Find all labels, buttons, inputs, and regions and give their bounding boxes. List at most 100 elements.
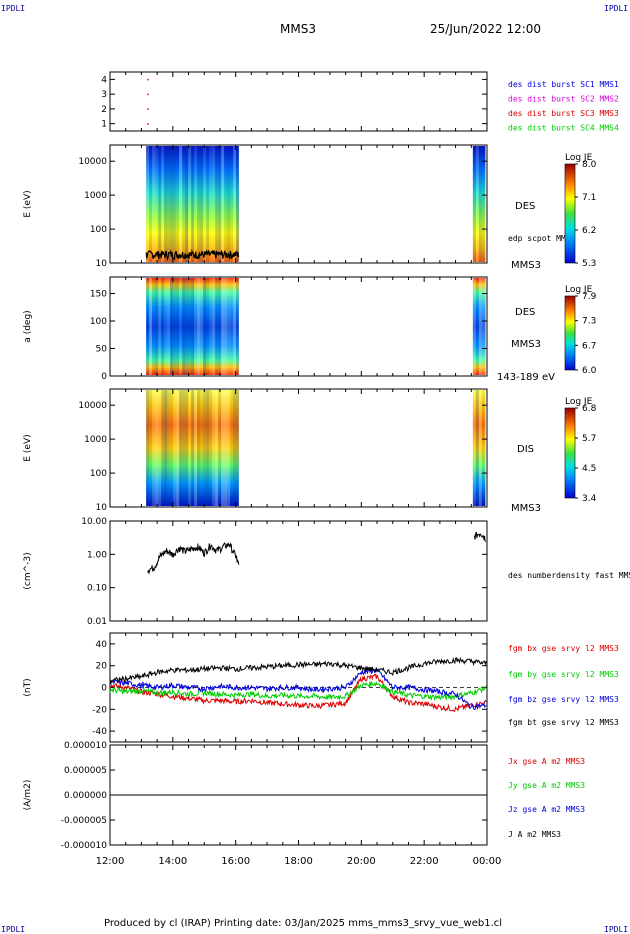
des-energy-texture	[170, 146, 174, 262]
datetime-title: 25/Jun/2022 12:00	[430, 22, 542, 36]
des-energy-colorbar	[564, 163, 576, 264]
des-pitch-colorbar-tick-label: 7.3	[582, 317, 596, 327]
corner-label-bottom-right: IPDLI	[604, 925, 629, 934]
y-tick-label: 0.000010	[64, 741, 107, 751]
dis-energy-texture	[191, 390, 195, 506]
des-pitch-texture	[158, 278, 162, 375]
des-energy-texture	[218, 146, 222, 262]
density-legend: des numberdensity fast MMS3	[508, 571, 630, 580]
footer-text: Produced by cl (IRAP) Printing date: 03/…	[104, 918, 503, 929]
panel-frame-4	[109, 520, 488, 622]
des-energy-texture	[200, 146, 204, 262]
bfield-legend: fgm bz gse srvy l2 MMS3	[508, 695, 619, 704]
des-energy-texture	[475, 146, 479, 262]
des-pitch-texture	[152, 278, 156, 375]
y-tick-label: -20	[92, 705, 107, 715]
des-energy-texture	[224, 146, 228, 262]
des-energy-texture	[481, 146, 485, 262]
dis-energy-texture	[478, 390, 482, 506]
dis-energy-texture	[230, 390, 234, 506]
des-energy-texture	[167, 146, 171, 262]
des-pitch-texture	[197, 278, 201, 375]
corner-label-top-right: IPDLI	[604, 4, 629, 13]
des-pitch-texture	[164, 278, 168, 375]
des-energy-texture	[197, 146, 201, 262]
des-energy-texture	[194, 146, 198, 262]
y-tick-label: 0	[101, 684, 107, 694]
des-pitch-texture	[161, 278, 165, 375]
des-pitch-ylabel: a (deg)	[23, 310, 33, 342]
des-pitch-texture	[481, 278, 485, 375]
des-energy-texture	[185, 146, 189, 262]
dis-energy-texture	[224, 390, 228, 506]
dis-energy-colorbar-title: Log JE	[565, 397, 593, 407]
dis-energy-texture	[152, 390, 156, 506]
y-tick-label: 1000	[84, 191, 107, 201]
dis-energy-colorbar-tick-label: 4.5	[582, 464, 596, 474]
dis-energy-texture	[176, 390, 180, 506]
des-pitch-texture	[203, 278, 207, 375]
dis-energy-texture	[188, 390, 192, 506]
des-pitch-texture	[209, 278, 213, 375]
dis-energy-texture	[197, 390, 201, 506]
des-pitch-texture	[188, 278, 192, 375]
des-energy-texture	[149, 146, 153, 262]
bfield-legend: fgm by gse srvy l2 MMS3	[508, 670, 619, 679]
des-energy-texture	[472, 146, 476, 262]
x-tick-label: 12:00	[96, 856, 125, 867]
y-tick-label: -40	[92, 727, 107, 737]
des-pitch-spectrogram	[146, 278, 486, 375]
dis-energy-texture	[233, 390, 237, 506]
current-legend: Jz gse A m2 MMS3	[508, 805, 585, 814]
des-energy-colorbar-tick-label: 7.1	[582, 193, 596, 203]
dis-energy-texture	[170, 390, 174, 506]
current-ylabel: (A/m2)	[23, 780, 33, 811]
des-energy-texture	[176, 146, 180, 262]
y-tick-label: -0.000010	[61, 841, 107, 851]
des-pitch-texture	[218, 278, 222, 375]
dis-energy-texture	[185, 390, 189, 506]
y-tick-label: 4	[101, 75, 107, 85]
des-energy-colorbar-tick-label: 8.0	[582, 160, 597, 170]
des-pitch-texture	[230, 278, 234, 375]
x-tick-label: 18:00	[284, 856, 313, 867]
dis-energy-colorbar-tick-label: 3.4	[582, 494, 597, 504]
x-tick-label: 16:00	[221, 856, 250, 867]
y-tick-label: 40	[96, 640, 108, 650]
des-energy-texture	[230, 146, 234, 262]
density-ylabel: (cm^-3)	[23, 552, 33, 589]
y-tick-label: 1000	[84, 435, 107, 445]
y-tick-label: 10.00	[81, 517, 107, 527]
burst-point	[147, 78, 149, 81]
des-pitch-block	[146, 278, 239, 375]
y-tick-label: 100	[90, 469, 107, 479]
des-energy-texture	[152, 146, 156, 262]
des-energy-texture	[155, 146, 159, 262]
des-pitch-texture	[146, 278, 150, 375]
des-pitch-texture	[167, 278, 171, 375]
dis-energy-texture	[173, 390, 177, 506]
bfield-legend: fgm bt gse srvy l2 MMS3	[508, 718, 619, 727]
dis-energy-colorbar-tick-label: 5.7	[582, 434, 596, 444]
des-pitch-texture	[170, 278, 174, 375]
bfield-ylabel: (nT)	[23, 678, 33, 696]
y-tick-label: 1	[101, 120, 107, 130]
des-energy-texture	[203, 146, 207, 262]
dis-energy-texture	[203, 390, 207, 506]
dis-energy-texture	[481, 390, 485, 506]
x-tick-label: 14:00	[158, 856, 187, 867]
bfield-series-line	[109, 667, 487, 711]
y-tick-label: 1.00	[87, 550, 107, 560]
y-tick-label: -0.000005	[61, 816, 107, 826]
des-energy-block	[146, 146, 239, 262]
x-tick-label: 22:00	[410, 856, 439, 867]
des-energy-texture	[227, 146, 231, 262]
legend-burst-sc3: des dist burst SC3 MMS3	[508, 109, 619, 118]
bfield-series-line	[109, 680, 487, 702]
burst-point	[147, 108, 149, 110]
dis-energy-texture	[236, 390, 240, 506]
des-energy-label: DES	[515, 201, 535, 212]
legend-burst-sc1: des dist burst SC1 MMS1	[508, 80, 619, 89]
des-pitch-texture	[221, 278, 225, 375]
des-pitch-texture	[200, 278, 204, 375]
